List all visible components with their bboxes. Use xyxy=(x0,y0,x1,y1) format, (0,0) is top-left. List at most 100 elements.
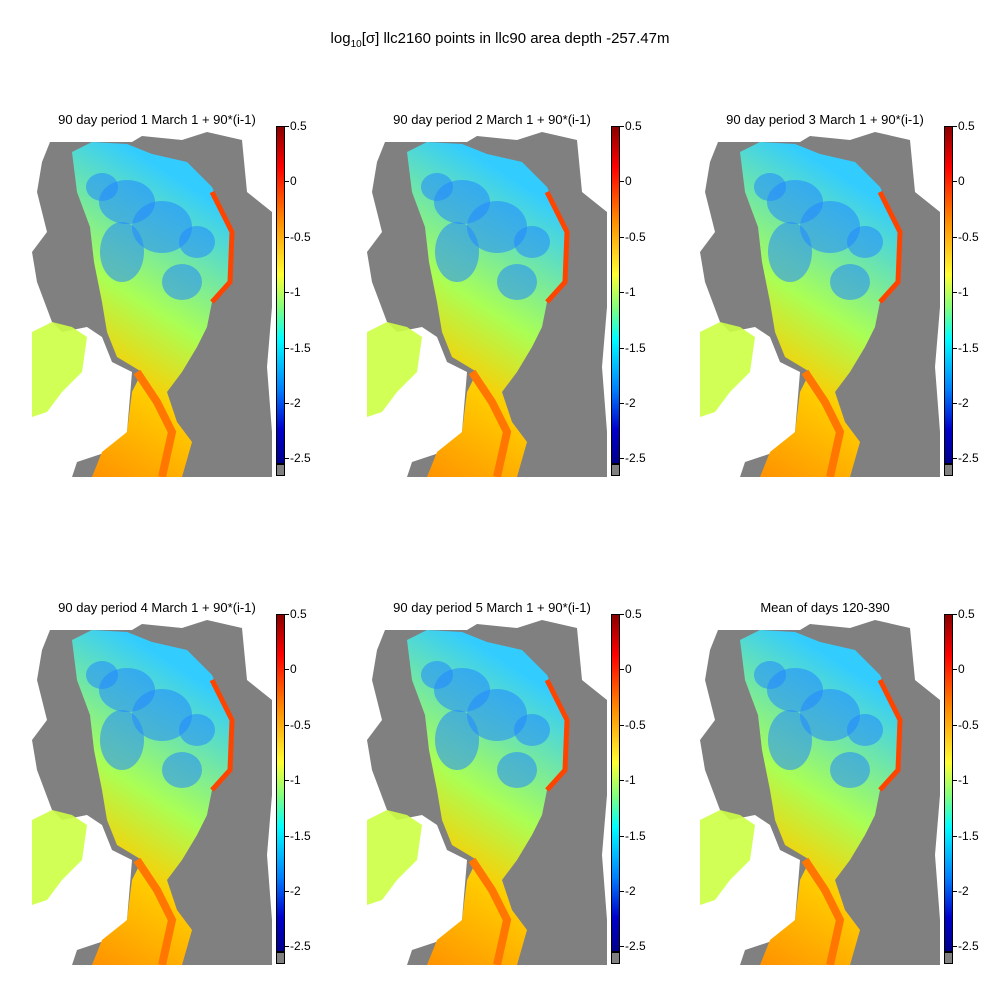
low-sigma-region xyxy=(100,710,144,770)
colorbar xyxy=(276,614,285,964)
colorbar-tick-label: -1.5 xyxy=(285,828,311,843)
panel-title: 90 day period 5 March 1 + 90*(i-1) xyxy=(393,600,591,615)
colorbar-gradient xyxy=(944,614,953,952)
colorbar-tick-label: 0 xyxy=(285,174,297,189)
high-sigma-channel xyxy=(801,369,845,477)
low-sigma-region xyxy=(847,714,883,746)
high-sigma-boundary xyxy=(877,190,903,304)
low-sigma-region xyxy=(830,752,870,788)
colorbar-tick-label: -1 xyxy=(620,773,636,788)
colorbar-tick-label: -1 xyxy=(953,773,969,788)
shelf-field xyxy=(367,322,422,417)
low-sigma-region xyxy=(514,226,550,258)
colorbar-tick-label: -0.5 xyxy=(620,229,646,244)
high-sigma-channel xyxy=(468,857,512,965)
colorbar-tick-label: -1 xyxy=(953,285,969,300)
low-sigma-region xyxy=(132,689,192,741)
high-sigma-channel xyxy=(468,369,512,477)
figure-title: log10[σ] llc2160 points in llc90 area de… xyxy=(330,30,670,50)
colorbar-nodata-swatch xyxy=(611,952,620,964)
colorbar-tick-label: 0.5 xyxy=(953,119,975,133)
low-sigma-region xyxy=(421,173,453,201)
colorbar-tick-label: -0.5 xyxy=(620,717,646,732)
colorbar-ticks: 0.5 0 -0.5 -1 -1.5 -2 -2.5 xyxy=(285,608,340,964)
colorbar-tick-label: 0 xyxy=(285,662,297,677)
high-sigma-channel xyxy=(801,857,845,965)
low-sigma-region xyxy=(768,710,812,770)
low-sigma-region xyxy=(754,173,786,201)
low-sigma-region xyxy=(179,714,215,746)
colorbar-tick-label: -1 xyxy=(620,285,636,300)
colorbar-tick-label: -2 xyxy=(620,396,636,411)
colorbar-tick-label: -1.5 xyxy=(953,340,979,355)
high-sigma-channel xyxy=(133,369,177,477)
colorbar-tick-label: -2.5 xyxy=(285,451,311,466)
panel-title: Mean of days 120-390 xyxy=(760,600,890,615)
colorbar-tick-label: -1 xyxy=(285,773,301,788)
low-sigma-region xyxy=(86,661,118,689)
low-sigma-region xyxy=(497,264,537,300)
colorbar-tick-label: -2 xyxy=(620,884,636,899)
colorbar-nodata-swatch xyxy=(276,952,285,964)
colorbar-tick-label: 0 xyxy=(953,662,965,677)
colorbar-tick-label: -1 xyxy=(285,285,301,300)
colorbar-gradient xyxy=(611,614,620,952)
low-sigma-region xyxy=(435,710,479,770)
colorbar-tick-label: -0.5 xyxy=(953,229,979,244)
low-sigma-region xyxy=(800,201,860,253)
heatmap-panel: 90 day period 2 March 1 + 90*(i-1) 0.5 0 -0… xyxy=(367,112,677,482)
colorbar-ticks: 0.5 0 -0.5 -1 -1.5 -2 -2.5 xyxy=(285,120,340,476)
low-sigma-region xyxy=(162,752,202,788)
heatmap-map xyxy=(367,132,607,477)
colorbar-gradient xyxy=(276,126,285,464)
colorbar-nodata-swatch xyxy=(944,952,953,964)
shelf-field xyxy=(367,810,422,905)
colorbar-nodata-swatch xyxy=(944,464,953,476)
high-sigma-boundary xyxy=(544,190,570,304)
colorbar-tick-label: 0.5 xyxy=(620,607,642,621)
low-sigma-region xyxy=(467,689,527,741)
low-sigma-region xyxy=(768,222,812,282)
colorbar-tick-label: 0 xyxy=(620,174,632,189)
heatmap-panel: 90 day period 3 March 1 + 90*(i-1) 0.5 0 -0… xyxy=(700,112,1000,482)
colorbar-tick-label: 0 xyxy=(953,174,965,189)
colorbar-tick-label: -2.5 xyxy=(620,451,646,466)
colorbar-tick-label: -2.5 xyxy=(953,451,979,466)
low-sigma-region xyxy=(467,201,527,253)
colorbar-tick-label: 0.5 xyxy=(285,607,307,621)
colorbar-tick-label: -2.5 xyxy=(620,939,646,954)
low-sigma-region xyxy=(830,264,870,300)
colorbar xyxy=(944,126,953,476)
colorbar-tick-label: -1.5 xyxy=(953,828,979,843)
panel-title: 90 day period 2 March 1 + 90*(i-1) xyxy=(393,112,591,127)
low-sigma-region xyxy=(179,226,215,258)
colorbar-tick-label: -2 xyxy=(285,396,301,411)
colorbar-ticks: 0.5 0 -0.5 -1 -1.5 -2 -2.5 xyxy=(953,608,1000,964)
heatmap-panel: 90 day period 4 March 1 + 90*(i-1) 0.5 0 -0… xyxy=(32,600,342,970)
colorbar-tick-label: -2.5 xyxy=(953,939,979,954)
panel-title: 90 day period 4 March 1 + 90*(i-1) xyxy=(58,600,256,615)
shelf-field xyxy=(32,810,87,905)
heatmap-map xyxy=(367,620,607,965)
colorbar-tick-label: -2.5 xyxy=(285,939,311,954)
low-sigma-region xyxy=(847,226,883,258)
heatmap-map xyxy=(32,620,272,965)
heatmap-map xyxy=(32,132,272,477)
high-sigma-boundary xyxy=(209,678,235,792)
colorbar-gradient xyxy=(276,614,285,952)
low-sigma-region xyxy=(754,661,786,689)
colorbar xyxy=(276,126,285,476)
heatmap-map xyxy=(700,620,940,965)
colorbar-tick-label: -2 xyxy=(953,884,969,899)
shelf-field xyxy=(32,322,87,417)
low-sigma-region xyxy=(497,752,537,788)
shelf-field xyxy=(700,322,755,417)
colorbar-ticks: 0.5 0 -0.5 -1 -1.5 -2 -2.5 xyxy=(620,120,675,476)
colorbar-tick-label: -2 xyxy=(953,396,969,411)
colorbar-tick-label: 0 xyxy=(620,662,632,677)
panel-title: 90 day period 3 March 1 + 90*(i-1) xyxy=(726,112,924,127)
colorbar-nodata-swatch xyxy=(276,464,285,476)
colorbar-tick-label: 0.5 xyxy=(953,607,975,621)
panel-title: 90 day period 1 March 1 + 90*(i-1) xyxy=(58,112,256,127)
high-sigma-boundary xyxy=(544,678,570,792)
